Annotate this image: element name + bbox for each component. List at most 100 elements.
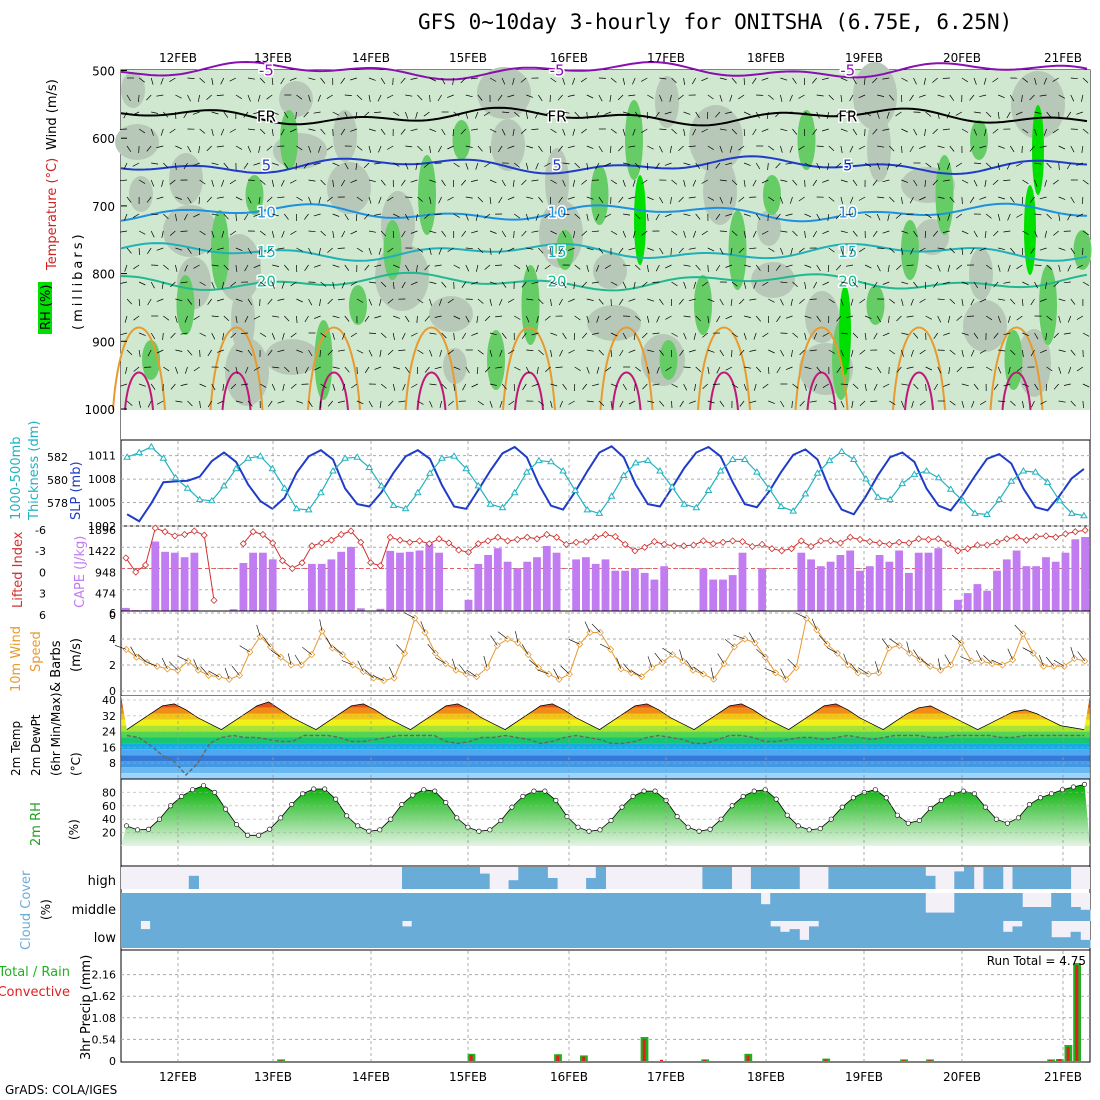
wind-barb [230,332,237,338]
wind-barb [320,383,327,389]
cloud-bar-high [760,867,771,889]
wind-barb [744,315,751,318]
wind-barb [271,179,275,187]
wind-barb [749,247,757,250]
cloud-bar-middle [770,893,781,921]
wind-barb [304,315,309,323]
cloud-bar-low [673,921,684,948]
wind-barb [282,332,285,340]
cape-bar [1032,566,1041,611]
wind-barb [1058,315,1061,323]
wind-barb [942,179,950,182]
wind-barb [719,128,727,131]
wind-barb [692,230,697,238]
wind-barb [429,179,437,183]
wind-barb [368,179,376,183]
wind-barb [707,196,715,201]
wind-barb [452,77,455,85]
date-tick: 21FEB [1044,51,1082,65]
wind-barb [553,668,560,680]
rh-point [674,813,680,819]
wind-barb [526,196,534,200]
rh-point [575,824,581,830]
wind-barb [979,196,987,200]
wind-barb [247,400,253,407]
wind-barb [441,128,446,136]
wind-barb [702,332,709,338]
rh-point [806,827,812,833]
wind-barb [1058,162,1060,171]
wind-barb [199,179,206,185]
wind-barb [253,162,261,166]
wind-barb [901,298,904,306]
wind-barb [828,94,834,101]
cloud-bar-low [295,921,306,948]
wind-barb [272,264,280,267]
wind-barb [515,631,519,643]
wind-barb [623,264,631,267]
wind-barb [609,94,612,102]
lifted-index-point [259,530,267,539]
cloud-bar-low [779,931,791,948]
thickness-point [329,467,337,474]
wind-barb [378,145,382,153]
lifted-index-point [797,537,805,545]
wind-barb [826,647,838,654]
wind-barb [655,264,660,272]
wind-barb [1014,624,1024,635]
lifted-index-point [288,564,296,573]
wind-barb [350,128,358,132]
wind-barb [850,298,854,306]
wind-barb [356,145,363,151]
wind-barb [738,145,745,151]
wind-barb [707,366,710,374]
wind-barb [599,643,611,650]
wind-barb [379,400,382,408]
wind-barb [434,366,442,370]
cloud-bar-middle [227,893,238,921]
thickness-point [886,495,894,503]
wind-barb [313,213,321,217]
wind-barb [882,179,890,183]
wind-barb [804,264,812,268]
wind-barb [259,298,261,307]
wind-barb [1022,383,1030,387]
temp-band [121,749,1090,756]
wind-barb [562,179,566,187]
wind-barb [909,145,914,153]
cloud-bar-low [576,921,587,948]
wind-barb [983,655,993,664]
rh-point [905,820,911,826]
wind-barb [913,383,919,390]
wind-barb [992,128,999,134]
wind-barb [762,332,769,338]
wind-barb [199,128,206,134]
wind-barb [618,298,624,305]
wind-barb [852,128,858,136]
wind-barb [259,77,266,84]
wind-barb [531,281,539,285]
rh-point [520,793,526,799]
wind-barb [876,162,881,170]
thickness-point [813,469,822,476]
wind-barb [313,264,321,268]
rh-moist-patch [970,120,988,160]
li-tick: 6 [39,609,46,622]
wind-barb [743,281,747,289]
footer-credit: GrADS: COLA/IGES [5,1083,118,1097]
wind-barb [211,230,215,238]
wind-barb [1058,349,1066,352]
wind-barb [944,654,952,666]
wind-barb [969,145,975,152]
wind-barb [1022,128,1029,134]
wind-barb [438,247,442,255]
rh-point [894,812,900,818]
cloud-bar-low [402,926,413,948]
precip-tick: 2.16 [92,969,117,982]
wind-barb [308,400,313,407]
wind-barb [665,315,672,320]
wind-barb [804,179,806,188]
wind-barb [378,247,382,255]
wind-barb [633,230,636,238]
